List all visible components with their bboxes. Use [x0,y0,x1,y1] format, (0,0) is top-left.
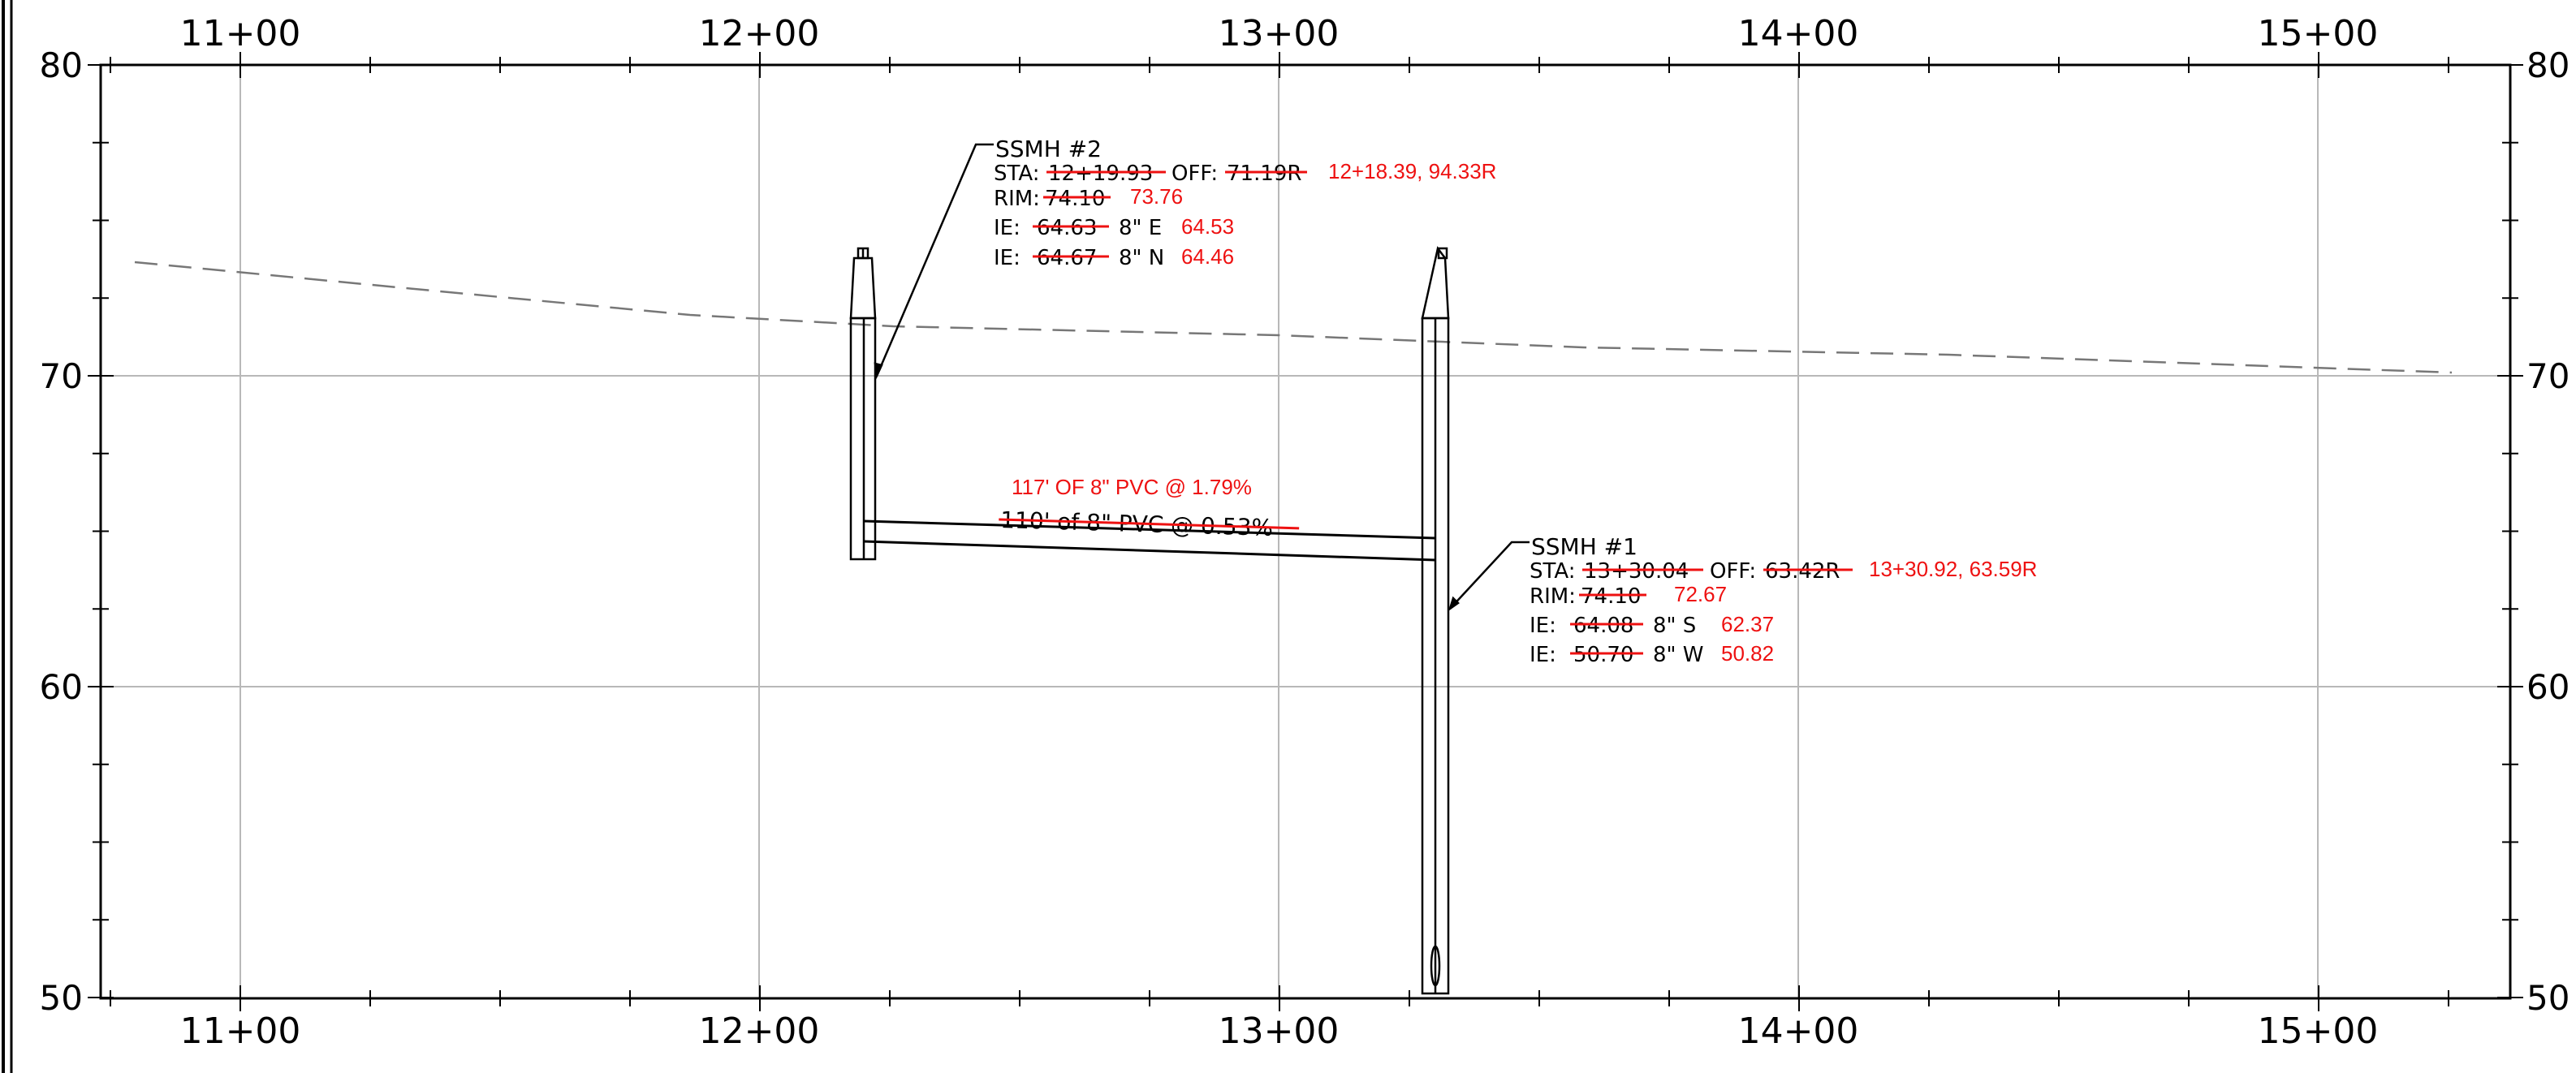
station-label: 12+00 [699,1011,820,1052]
ssmh-2-ie2-size: 8" N [1119,246,1164,270]
ssmh-2-ie1-new: 64.53 [1181,214,1234,239]
ssmh-1-sta-off-new: 13+30.92, 63.59R [1869,557,2037,581]
ssmh-1-sta-old: 13+30.04 [1584,559,1689,584]
station-label: 11+00 [180,13,301,54]
sheet-border [2,0,13,1073]
ssmh-1-ie1-old: 64.08 [1573,614,1633,638]
ssmh-1-rim-old: 74.10 [1581,584,1641,609]
ssmh-1-rim-label: RIM: [1530,584,1576,609]
station-label: 13+00 [1219,13,1340,54]
ssmh-1-rim-new: 72.67 [1674,582,1727,606]
ssmh-1-ie2-old: 50.70 [1573,643,1633,667]
ssmh-2-rim-label: RIM: [994,187,1040,211]
elevation-label: 60 [40,667,83,707]
elevation-label: 80 [2526,45,2570,85]
ssmh-2-rim-new: 73.76 [1130,184,1183,209]
existing-ground-line [134,261,2453,374]
station-label: 15+00 [2258,13,2379,54]
station-labels-top: 11+00 12+00 13+00 14+00 15+00 [180,13,2379,54]
ssmh-1-ie1-size: 8" S [1653,614,1696,638]
station-label: 15+00 [2258,1011,2379,1052]
frame-ticks [88,52,2523,1011]
ssmh-2-off-old: 71.19R [1227,162,1302,186]
ssmh-2-title: SSMH #2 [995,136,1102,162]
elevation-label: 50 [2526,978,2570,1018]
elevation-label: 60 [2526,667,2570,707]
ssmh-1-sta-label: STA: [1530,559,1575,584]
ssmh-1-ie2-label: IE: [1530,643,1556,667]
elevation-label: 80 [40,45,83,85]
ssmh-2-ie1-old: 64.63 [1037,216,1097,240]
leader-lines [874,143,1530,612]
ssmh-2-off-label: OFF: [1171,162,1218,186]
ssmh-1-ie1-label: IE: [1530,614,1556,638]
station-labels-bottom: 11+00 12+00 13+00 14+00 15+00 [180,1011,2379,1052]
elevation-label: 70 [2526,356,2570,396]
elevation-label: 70 [40,356,83,396]
station-label: 14+00 [1738,1011,1859,1052]
ssmh-2-ie1-label: IE: [994,216,1020,240]
ssmh-1-ie2-size: 8" W [1653,643,1703,667]
ssmh-2-structure [849,247,877,561]
pipe-labels: 117' OF 8" PVC @ 1.79% 110' of 8" PVC @ … [999,475,1300,541]
station-label: 12+00 [699,13,820,54]
elevation-labels-right: 80 70 60 50 [2526,45,2570,1018]
ssmh-2-ie2-new: 64.46 [1181,244,1234,269]
station-label: 13+00 [1219,1011,1340,1052]
ssmh-1-structure [1421,246,1450,995]
ssmh-1-off-label: OFF: [1710,559,1756,584]
ssmh-2-rim-old: 74.10 [1045,187,1105,211]
ssmh-2-ie1-size: 8" E [1119,216,1162,240]
ssmh-1-off-old: 63.42R [1765,559,1840,584]
ssmh-2-ie2-label: IE: [994,246,1020,270]
station-label: 14+00 [1738,13,1859,54]
ssmh-1-label: SSMH #1 STA: 13+30.04 OFF: 63.42R 13+30.… [1530,533,2037,667]
ssmh-2-sta-label: STA: [994,162,1039,186]
ssmh-1-title: SSMH #1 [1531,533,1638,560]
ssmh-2-sta-old: 12+19.93 [1048,162,1153,186]
ssmh-1-ie2-new: 50.82 [1721,641,1774,666]
ssmh-2-ie2-old: 64.67 [1037,246,1097,270]
pvc-pipe [863,519,1436,562]
ssmh-2-sta-off-new: 12+18.39, 94.33R [1328,159,1496,183]
grid-lines [101,65,2510,998]
profile-frame [99,63,2512,1000]
ssmh-1-ie1-new: 62.37 [1721,612,1774,636]
pipe-new-label: 117' OF 8" PVC @ 1.79% [1012,475,1252,499]
elevation-label: 50 [40,978,83,1018]
station-label: 11+00 [180,1011,301,1052]
ssmh-2-label: SSMH #2 STA: 12+19.93 OFF: 71.19R 12+18.… [994,136,1496,270]
elevation-labels-left: 80 70 60 50 [40,45,83,1018]
